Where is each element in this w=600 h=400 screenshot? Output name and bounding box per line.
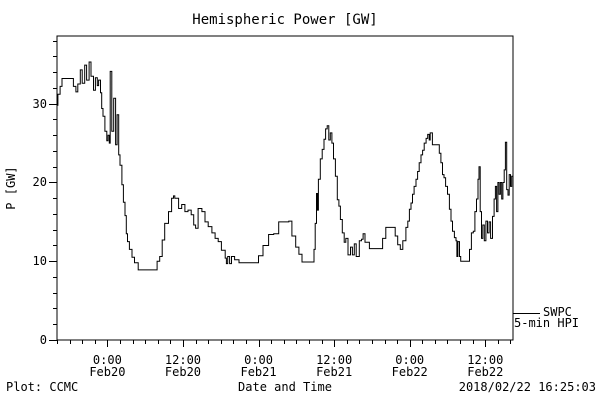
x-tick-label-time: 0:00 — [92, 353, 122, 367]
chart-title: Hemispheric Power [GW] — [192, 12, 378, 28]
legend-series-detail: 5-min HPI — [514, 316, 580, 330]
y-tick-label: 20 — [32, 175, 47, 190]
x-tick-label-time: 12:00 — [164, 353, 202, 367]
x-tick-label-date: Feb21 — [240, 365, 277, 379]
x-tick-label-date: Feb20 — [164, 365, 202, 379]
axes-box — [56, 35, 514, 341]
y-tick-label: 0 — [39, 333, 47, 347]
y-tick-label: 10 — [32, 254, 47, 269]
x-tick-label-time: 12:00 — [316, 353, 353, 367]
x-tick-label-time: 0:00 — [395, 353, 425, 367]
x-tick-label-date: Feb21 — [316, 365, 353, 379]
plot-source-label: Plot: CCMC — [6, 380, 79, 394]
x-tick-label-date: Feb22 — [467, 365, 504, 379]
y-tick-label: 30 — [32, 96, 47, 111]
x-tick-label-time: 12:00 — [467, 353, 504, 367]
hpi-series-line — [57, 61, 514, 271]
x-tick-label-time: 0:00 — [244, 353, 273, 367]
legend-series-name: SWPC — [543, 305, 572, 319]
x-tick-label-date: Feb22 — [391, 365, 428, 379]
x-tick-label-date: Feb20 — [89, 365, 126, 379]
plot-timestamp: 2018/02/22 16:25:03 — [458, 380, 596, 394]
x-axis-label: Date and Time — [238, 380, 332, 394]
